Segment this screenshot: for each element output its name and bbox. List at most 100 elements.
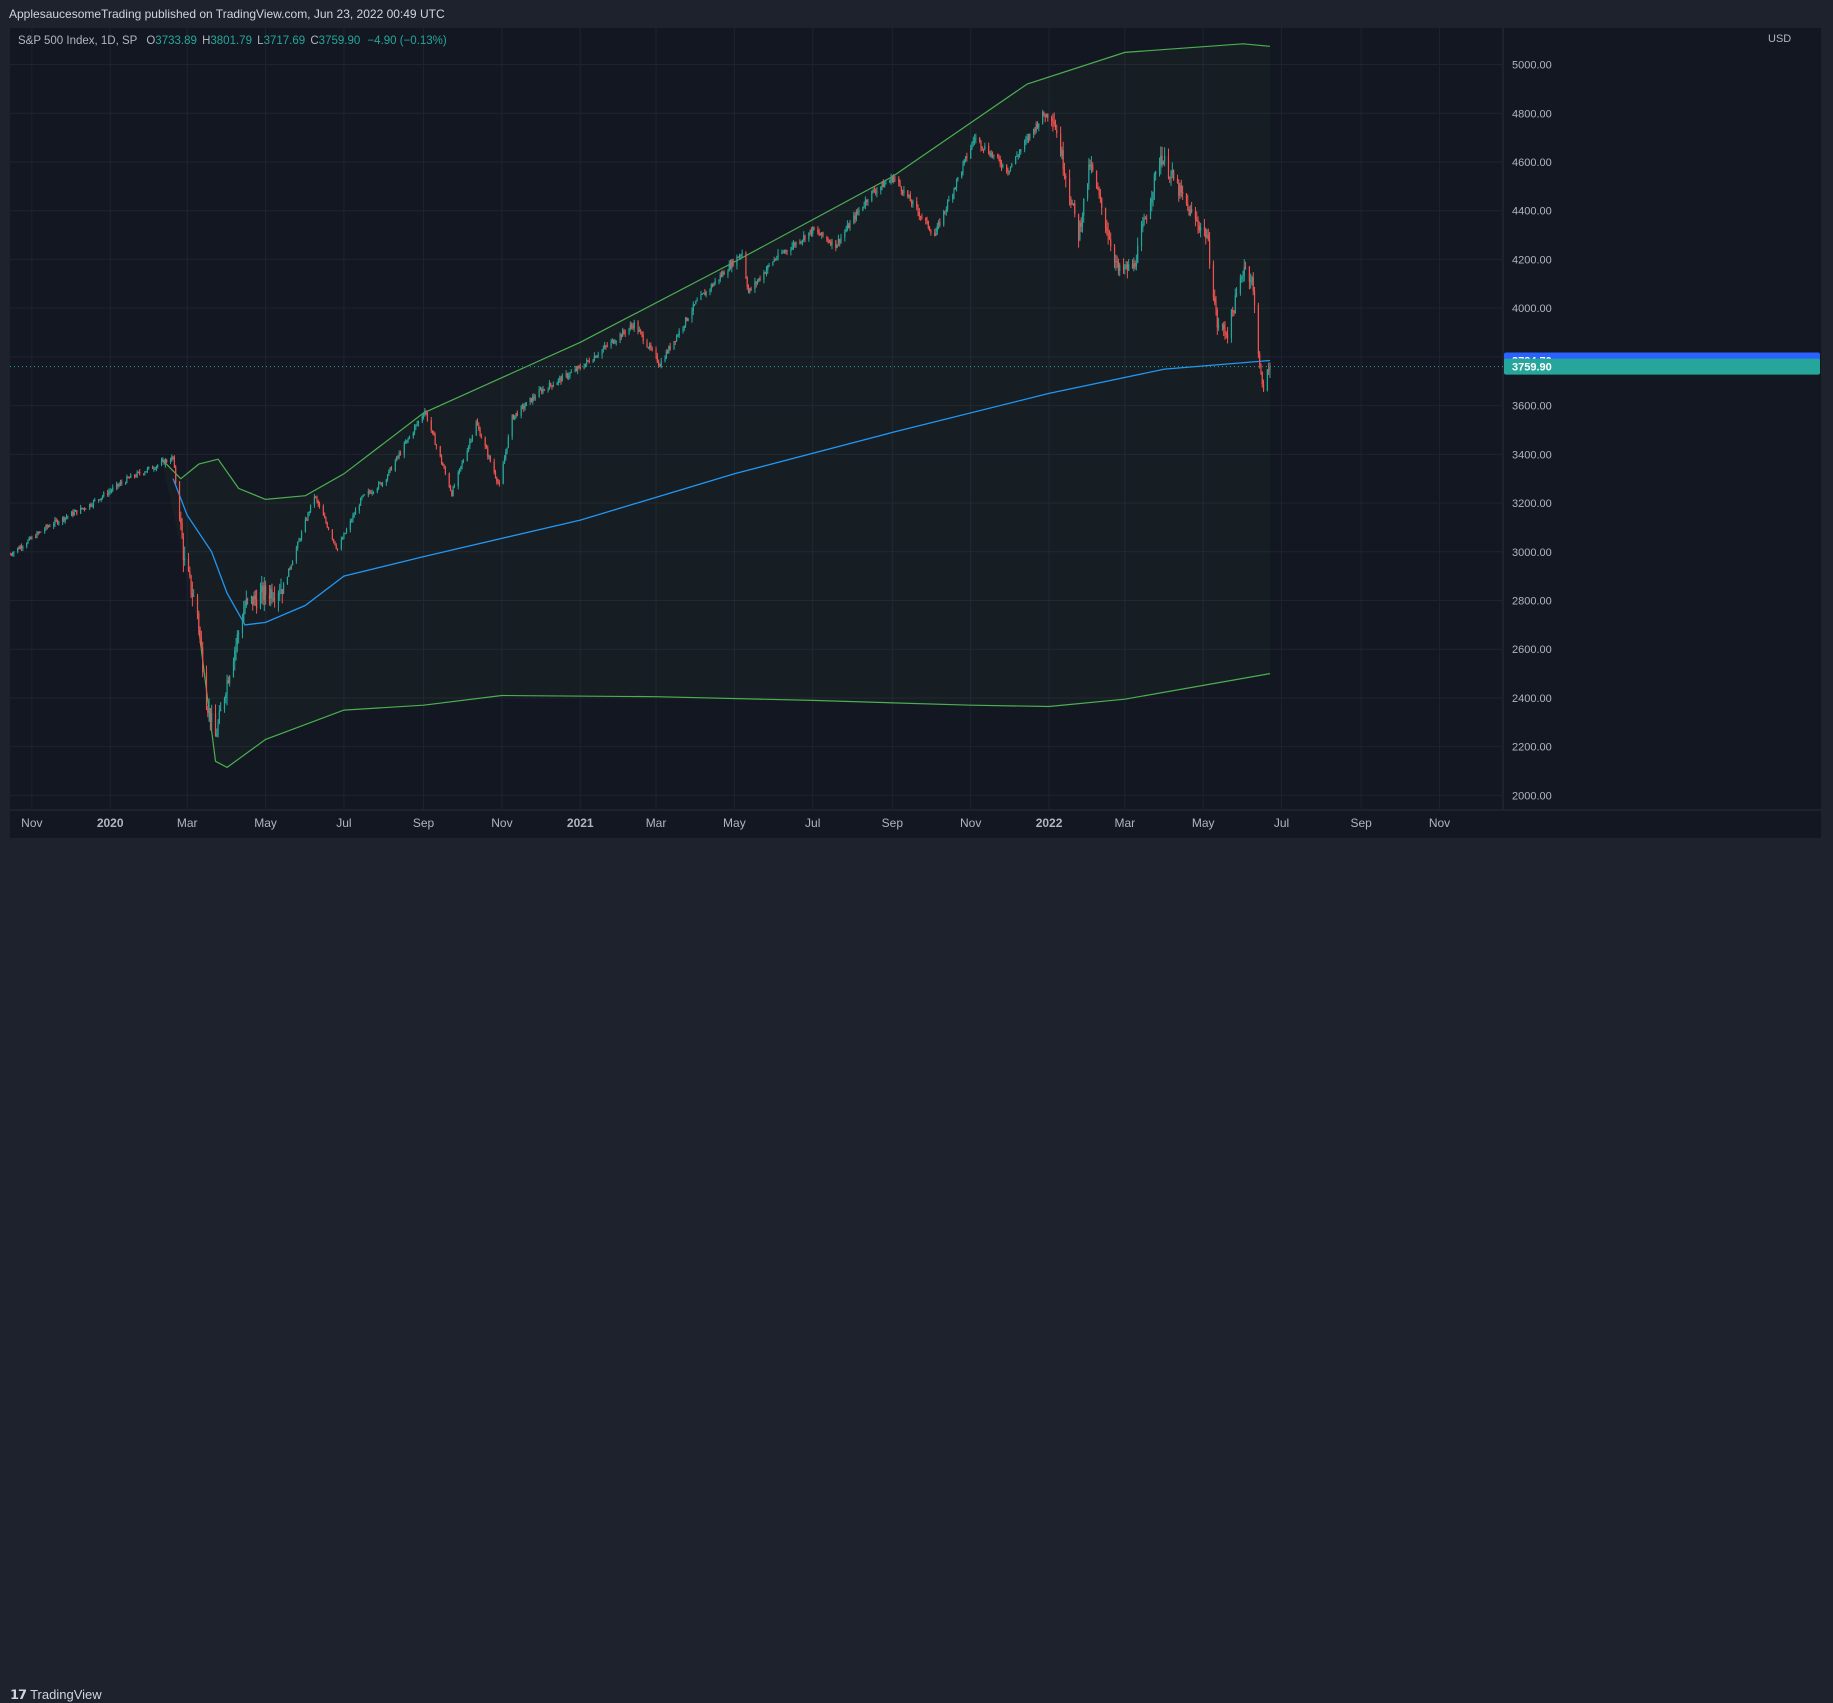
candle-body — [334, 541, 336, 546]
y-tick-label: 2000.00 — [1512, 790, 1552, 802]
candle-body — [1269, 367, 1271, 371]
candle-body — [835, 240, 837, 248]
candle-body — [1033, 129, 1035, 134]
candle-body — [232, 661, 235, 677]
candle-body — [525, 402, 527, 407]
candle-body — [247, 598, 249, 600]
candle-body — [1061, 150, 1063, 156]
candle-body — [911, 201, 913, 205]
candle-body — [148, 466, 150, 469]
candle-body — [503, 458, 506, 464]
candle-body — [1178, 183, 1180, 196]
candle-body — [786, 250, 788, 252]
candle-body — [340, 539, 342, 550]
candle-body — [514, 415, 516, 420]
candle-body — [848, 224, 850, 229]
candle-body — [828, 241, 831, 243]
candle-body — [1197, 220, 1199, 226]
y-tick-label: 3000.00 — [1512, 547, 1552, 559]
candle-body — [1235, 293, 1238, 296]
candle-body — [304, 519, 307, 532]
candle-body — [264, 585, 267, 595]
candle-body — [872, 189, 874, 191]
chart-pane[interactable]: 2000.00 2200.00 2400.00 2600.00 2800.00 3000.… — [10, 28, 1821, 838]
candle-body — [145, 471, 147, 473]
candle-body — [831, 240, 833, 246]
candle-body — [1029, 133, 1031, 140]
band-fill — [161, 43, 1271, 768]
candle-body — [417, 421, 420, 424]
candle-body — [101, 496, 104, 498]
candle-body — [583, 366, 585, 369]
candle-body — [367, 491, 369, 495]
candle-body — [1161, 155, 1163, 165]
candle-body — [691, 311, 693, 319]
candle-body — [505, 452, 507, 459]
price-axis-pane[interactable] — [1503, 28, 1821, 810]
candle-body — [917, 207, 919, 212]
y-tick-label: 3400.00 — [1512, 449, 1552, 461]
price-chart[interactable]: 2000.00 2200.00 2400.00 2600.00 2800.00 3000.… — [10, 28, 1821, 838]
candle-body — [718, 279, 720, 281]
candle-body — [898, 178, 900, 183]
candle-body — [282, 584, 285, 595]
candle-body — [674, 340, 676, 342]
candle-body — [541, 389, 543, 393]
candle-body — [236, 634, 238, 644]
candle-body — [656, 355, 658, 363]
tradingview-brand[interactable]: 𝟭𝟳 TradingView — [10, 1687, 102, 1703]
candle-body — [1126, 264, 1128, 271]
candle-body — [169, 460, 172, 463]
candle-body — [426, 413, 429, 421]
candle-body — [1077, 213, 1080, 240]
candle-body — [19, 546, 21, 549]
candle-body — [587, 360, 589, 362]
candle-body — [803, 235, 805, 240]
candle-body — [953, 188, 955, 195]
candle-body — [1025, 139, 1027, 142]
candle-body — [1164, 155, 1166, 162]
candle-body — [812, 227, 814, 234]
candle-body — [344, 533, 346, 535]
candle-body — [67, 516, 69, 518]
candle-body — [936, 225, 938, 232]
candle-body — [702, 292, 705, 294]
candle-body — [425, 411, 427, 414]
candle-body — [478, 425, 480, 429]
candle-body — [1250, 280, 1252, 282]
candle-body — [322, 506, 324, 516]
candle-body — [602, 348, 604, 350]
candle-body — [444, 468, 446, 474]
candle-body — [586, 360, 588, 364]
candle-body — [764, 272, 766, 274]
candle-body — [948, 199, 950, 202]
candle-body — [1173, 170, 1175, 180]
x-tick-label: 2021 — [567, 816, 594, 830]
legend-close: 3759.90 — [318, 35, 361, 47]
y-tick-label: 3600.00 — [1512, 401, 1552, 413]
candle-body — [1115, 261, 1117, 263]
candle-body — [818, 232, 820, 235]
candle-body — [1203, 227, 1206, 230]
candle-body — [362, 494, 364, 497]
x-tick-label: Nov — [491, 816, 512, 830]
candle-body — [137, 472, 140, 474]
candle-body — [281, 589, 283, 595]
candle-body — [745, 252, 747, 279]
candle-body — [20, 546, 23, 549]
candle-body — [1002, 164, 1004, 167]
candle-body — [822, 232, 824, 237]
candle-body — [711, 284, 714, 287]
candle-body — [126, 476, 128, 483]
candle-body — [1257, 305, 1259, 355]
candle-body — [804, 235, 806, 240]
candle-body — [836, 244, 838, 248]
candle-body — [65, 516, 68, 518]
candle-body — [939, 222, 941, 226]
candle-body — [342, 538, 344, 540]
candle-body — [146, 468, 149, 472]
x-tick-label: Sep — [413, 816, 435, 830]
candle-body — [1262, 384, 1265, 391]
legend-symbol: S&P 500 Index, 1D, SP — [18, 35, 138, 47]
candle-body — [747, 286, 750, 293]
